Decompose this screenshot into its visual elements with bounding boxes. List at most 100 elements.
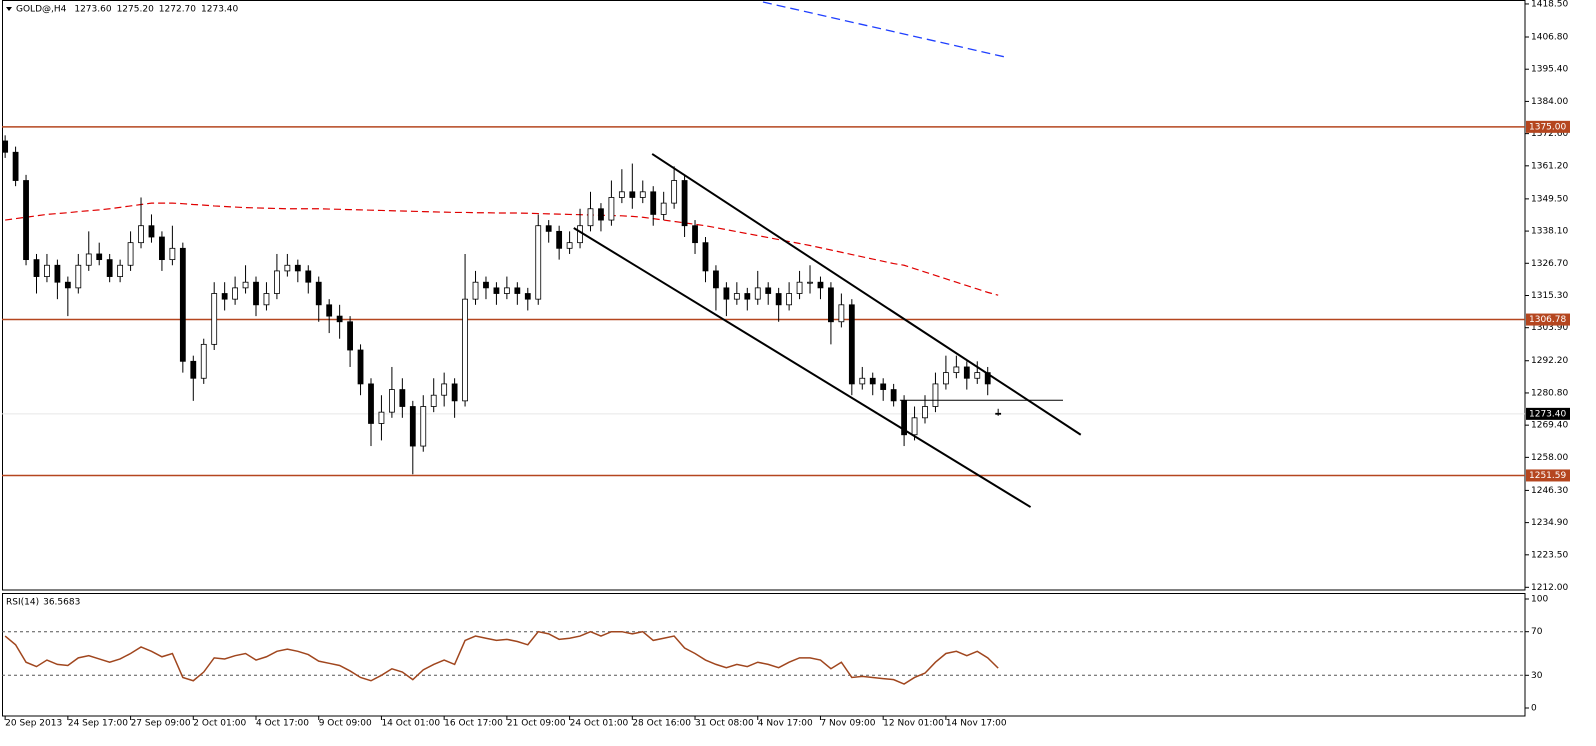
candle-body [23, 180, 29, 261]
candle-body [775, 293, 782, 306]
candle-body [650, 191, 657, 215]
candle-body [828, 287, 834, 323]
candle-body [598, 208, 604, 221]
candle-body [556, 230, 563, 249]
candle-body [880, 383, 887, 390]
rsi-line [4, 630, 999, 685]
candle-body [838, 304, 845, 323]
indicator-value: 36.5683 [43, 598, 80, 608]
candle-body [33, 259, 40, 277]
axes: GOLD@,H4 1273.60 1275.20 1272.70 1273.40 1418… [4, 0, 1570, 729]
y-tick-label: 0 [1531, 704, 1537, 714]
y-tick-label: 1292.20 [1531, 356, 1568, 366]
candle-body [545, 225, 552, 232]
last-price-label: 1273.40 [1529, 409, 1566, 419]
candle-body [995, 412, 1002, 415]
candle-body [347, 321, 353, 351]
x-tick-label: 4 Nov 17:00 [758, 719, 813, 729]
candle-body [378, 411, 385, 424]
candle-body [922, 406, 928, 419]
candle-body [514, 287, 521, 294]
y-tick-label: 1246.30 [1531, 486, 1568, 496]
menu-arrow[interactable] [6, 7, 12, 11]
candle-body [733, 293, 740, 300]
x-tick-label: 31 Oct 08:00 [695, 719, 754, 729]
candle-body [232, 287, 239, 300]
y-tick-label: 1234.90 [1531, 518, 1568, 528]
rsi-panel [2, 593, 1526, 717]
y-tick-label: 1303.90 [1531, 323, 1568, 333]
y-tick-label: 1315.30 [1531, 291, 1568, 301]
candle-body [817, 281, 824, 289]
candle-body [796, 281, 803, 294]
candle-body [911, 417, 918, 436]
candle-body [587, 208, 594, 227]
y-tick-label: 1361.20 [1531, 161, 1568, 171]
candle-body [713, 270, 719, 289]
candle-body [629, 191, 636, 198]
candle-body [190, 360, 197, 379]
trendline [573, 227, 1032, 508]
y-tick-label: 100 [1531, 595, 1548, 605]
candle-body [503, 287, 510, 294]
candle-body [451, 383, 458, 402]
y-tick-label: 1212.00 [1531, 583, 1568, 593]
candle-body [294, 264, 301, 272]
x-tick-label: 24 Oct 01:00 [570, 719, 629, 729]
y-tick-label: 1372.60 [1531, 129, 1568, 139]
candle-body [723, 287, 730, 300]
candle-body [274, 270, 280, 294]
x-tick-label: 2 Oct 01:00 [193, 719, 246, 729]
candle-body [159, 236, 165, 261]
x-tick-label: 21 Oct 09:00 [507, 719, 566, 729]
candle-body [901, 400, 907, 436]
candle-body [44, 264, 50, 277]
y-tick-label: 1406.80 [1531, 33, 1568, 43]
level-label-box [1526, 313, 1570, 326]
x-tick-label: 27 Sep 09:00 [131, 719, 191, 729]
candle-body [85, 253, 92, 266]
y-tick-label: 1280.80 [1531, 388, 1568, 398]
y-tick-label: 1395.40 [1531, 65, 1568, 75]
candle-body [890, 389, 897, 402]
x-tick-label: 4 Oct 17:00 [256, 719, 309, 729]
level-label: 1306.78 [1529, 315, 1566, 325]
candle-body [96, 253, 103, 261]
candle-body [943, 372, 949, 385]
symbol-label: GOLD@,H4 [16, 5, 67, 15]
y-tick-label: 70 [1531, 627, 1543, 637]
level-label: 1375.00 [1529, 122, 1566, 132]
candle-body [953, 366, 960, 374]
x-tick-label: 7 Nov 09:00 [820, 719, 875, 729]
y-tick-label: 1338.10 [1531, 227, 1568, 237]
candle-body [483, 281, 489, 289]
candle-body [524, 293, 531, 300]
candle-body [660, 202, 667, 215]
candle-body [754, 287, 761, 300]
candle-body [618, 191, 625, 198]
candle-body [200, 343, 207, 379]
y-tick-label: 1418.50 [1531, 0, 1568, 9]
candle-body [786, 293, 793, 306]
candle-body [138, 225, 144, 244]
candle-body [807, 281, 813, 284]
candle-body [577, 225, 583, 244]
candle-body [127, 242, 134, 266]
x-tick-label: 14 Oct 01:00 [381, 719, 440, 729]
candle-body [848, 304, 855, 385]
y-tick-label: 1349.50 [1531, 194, 1568, 204]
candle-body [305, 270, 312, 283]
candle-body [106, 259, 113, 277]
indicator-label: RSI(14) [6, 598, 39, 608]
candle-body [608, 197, 615, 221]
candle-body [368, 383, 374, 424]
candle-body [409, 406, 416, 447]
candle-body [211, 293, 218, 345]
candle-body [765, 287, 772, 294]
candle-body [169, 247, 176, 261]
candle-body [388, 389, 395, 413]
level-label-box [1526, 469, 1570, 482]
trendline [651, 153, 1082, 436]
